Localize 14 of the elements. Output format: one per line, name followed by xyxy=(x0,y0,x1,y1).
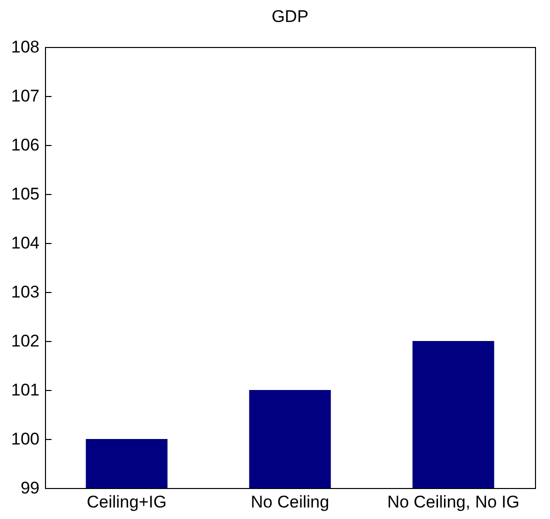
y-tick-label: 106 xyxy=(11,136,40,154)
y-tick-label: 107 xyxy=(11,86,40,106)
y-tick-label: 99 xyxy=(20,478,40,498)
y-tick-label: 105 xyxy=(11,184,40,204)
y-tick-label: 102 xyxy=(11,332,40,350)
chart-title: GDP xyxy=(272,7,308,26)
x-tick-label: Ceiling+IG xyxy=(86,492,167,512)
x-tick-label: No Ceiling, No IG xyxy=(387,492,520,512)
y-tick-label: 104 xyxy=(11,234,40,252)
x-tick-label: No Ceiling xyxy=(250,492,330,512)
y-tick-label: 101 xyxy=(11,380,40,400)
y-tick-label: 108 xyxy=(11,38,40,56)
y-tick-label: 103 xyxy=(11,282,40,302)
y-tick-label: 100 xyxy=(11,430,40,448)
